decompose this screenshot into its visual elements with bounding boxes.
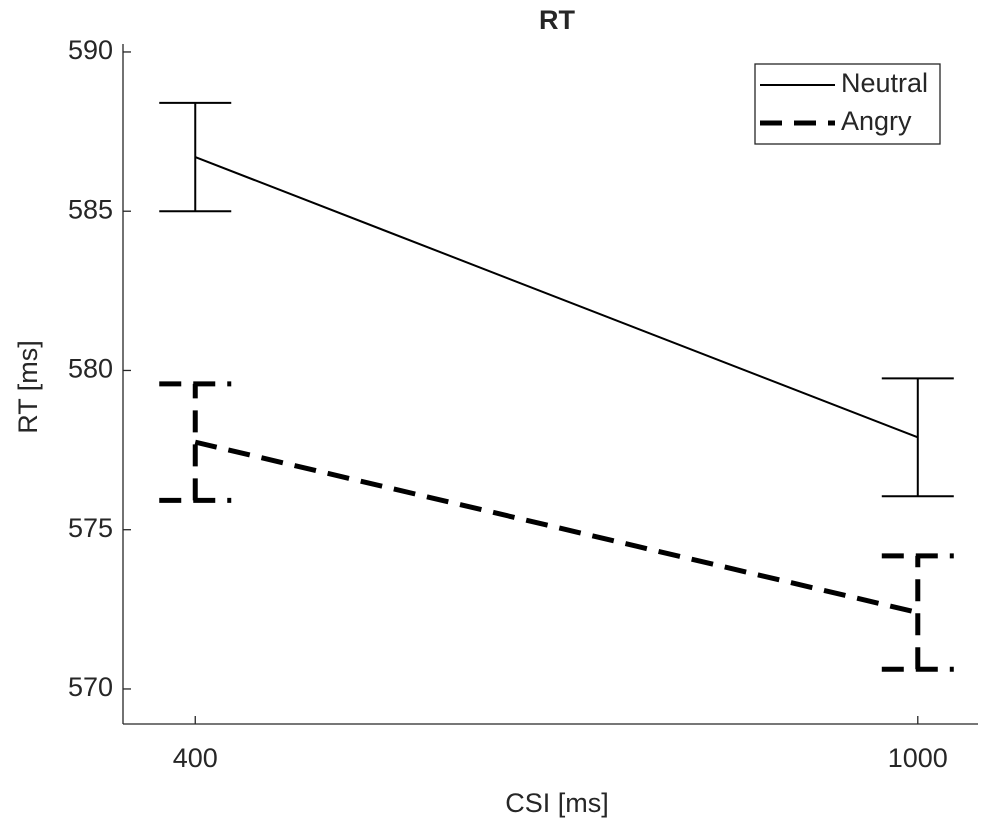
error-bar <box>159 101 232 213</box>
x-tick-label: 1000 <box>888 743 948 773</box>
series-line <box>194 439 919 615</box>
y-tick-label: 590 <box>68 35 113 65</box>
legend-label: Neutral <box>841 68 928 98</box>
error-bar <box>881 553 954 672</box>
legend-label: Angry <box>841 106 912 136</box>
y-tick-label: 575 <box>68 513 113 543</box>
x-axis-label: CSI [ms] <box>505 788 609 818</box>
series-line <box>194 156 919 439</box>
error-bar <box>881 377 954 498</box>
y-tick-label: 570 <box>68 672 113 702</box>
x-tick-label: 400 <box>173 743 218 773</box>
y-axis-label: RT [ms] <box>13 340 43 434</box>
chart-title: RT <box>539 5 575 35</box>
y-tick-label: 580 <box>68 354 113 384</box>
legend-box <box>754 63 941 145</box>
error-bar <box>159 381 232 503</box>
y-tick-label: 585 <box>68 194 113 224</box>
